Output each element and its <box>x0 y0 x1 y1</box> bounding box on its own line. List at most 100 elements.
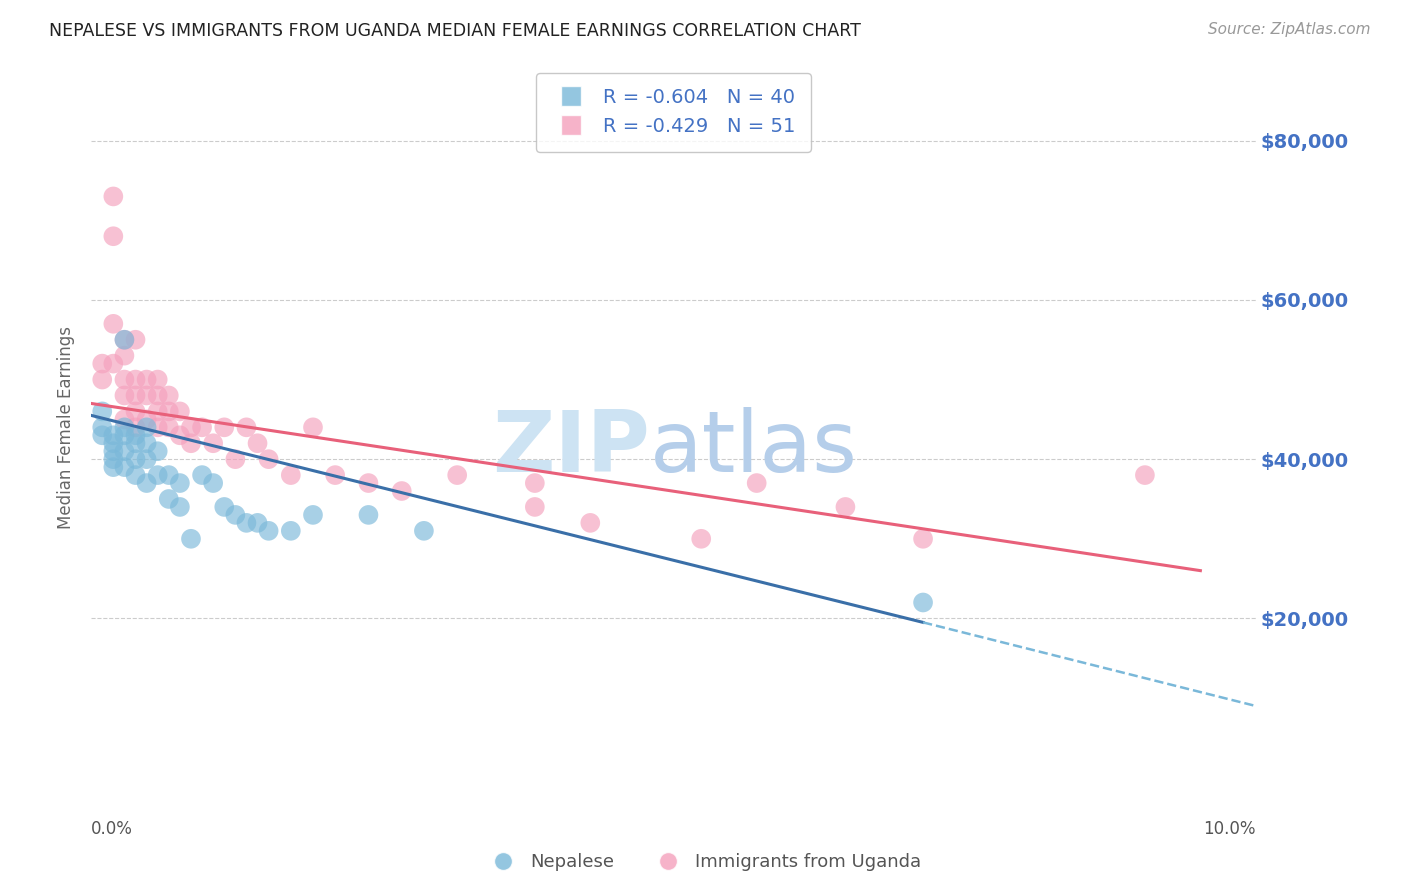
Point <box>745 476 768 491</box>
Point <box>180 532 202 546</box>
Point <box>1133 468 1156 483</box>
Point <box>157 404 180 418</box>
Point <box>146 468 169 483</box>
Point <box>214 500 236 514</box>
Point <box>124 388 146 402</box>
Point <box>579 516 602 530</box>
Point <box>912 532 935 546</box>
Legend: R = -0.604   N = 40, R = -0.429   N = 51: R = -0.604 N = 40, R = -0.429 N = 51 <box>537 73 810 152</box>
Point <box>146 444 169 458</box>
Legend: Nepalese, Immigrants from Uganda: Nepalese, Immigrants from Uganda <box>478 847 928 879</box>
Point <box>169 476 191 491</box>
Point <box>103 317 125 331</box>
Point <box>146 404 169 418</box>
Point <box>157 491 180 506</box>
Point <box>91 373 114 387</box>
Point <box>690 532 713 546</box>
Point <box>257 452 280 467</box>
Text: NEPALESE VS IMMIGRANTS FROM UGANDA MEDIAN FEMALE EARNINGS CORRELATION CHART: NEPALESE VS IMMIGRANTS FROM UGANDA MEDIA… <box>49 22 860 40</box>
Y-axis label: Median Female Earnings: Median Female Earnings <box>58 326 75 529</box>
Point <box>202 476 225 491</box>
Point <box>302 508 325 522</box>
Text: ZIP: ZIP <box>492 407 650 490</box>
Point <box>912 595 935 609</box>
Text: 0.0%: 0.0% <box>91 820 134 838</box>
Point <box>157 388 180 402</box>
Point <box>191 420 214 434</box>
Point <box>112 460 135 475</box>
Point <box>135 476 157 491</box>
Point <box>124 333 146 347</box>
Point <box>103 428 125 442</box>
Point <box>112 412 135 426</box>
Point <box>280 468 302 483</box>
Point <box>246 436 269 450</box>
Point <box>112 444 135 458</box>
Point <box>124 428 146 442</box>
Point <box>135 388 157 402</box>
Point <box>191 468 214 483</box>
Point <box>391 483 413 498</box>
Point <box>169 428 191 442</box>
Point <box>103 357 125 371</box>
Point <box>112 349 135 363</box>
Point <box>91 357 114 371</box>
Point <box>446 468 468 483</box>
Point <box>103 189 125 203</box>
Point <box>302 420 325 434</box>
Point <box>124 452 146 467</box>
Point <box>357 508 380 522</box>
Point <box>523 500 546 514</box>
Point <box>135 452 157 467</box>
Point <box>169 404 191 418</box>
Point <box>124 373 146 387</box>
Point <box>124 436 146 450</box>
Point <box>235 516 257 530</box>
Point <box>180 420 202 434</box>
Point <box>413 524 436 538</box>
Point <box>103 436 125 450</box>
Point <box>124 404 146 418</box>
Point <box>357 476 380 491</box>
Point <box>112 388 135 402</box>
Point <box>834 500 856 514</box>
Point <box>523 476 546 491</box>
Point <box>257 524 280 538</box>
Point <box>135 373 157 387</box>
Point <box>112 333 135 347</box>
Point <box>135 420 157 434</box>
Point <box>135 412 157 426</box>
Point <box>135 436 157 450</box>
Point <box>323 468 346 483</box>
Point <box>180 436 202 450</box>
Point <box>91 420 114 434</box>
Point <box>280 524 302 538</box>
Point <box>112 428 135 442</box>
Point <box>103 229 125 244</box>
Point <box>146 420 169 434</box>
Point <box>112 420 135 434</box>
Point <box>157 420 180 434</box>
Point <box>124 420 146 434</box>
Point <box>214 420 236 434</box>
Point <box>103 444 125 458</box>
Text: 10.0%: 10.0% <box>1204 820 1256 838</box>
Point <box>146 373 169 387</box>
Point <box>202 436 225 450</box>
Point <box>91 404 114 418</box>
Point <box>224 452 246 467</box>
Text: atlas: atlas <box>650 407 858 490</box>
Point <box>112 333 135 347</box>
Text: Source: ZipAtlas.com: Source: ZipAtlas.com <box>1208 22 1371 37</box>
Point <box>169 500 191 514</box>
Point <box>112 373 135 387</box>
Point <box>224 508 246 522</box>
Point <box>124 468 146 483</box>
Point <box>103 460 125 475</box>
Point <box>157 468 180 483</box>
Point <box>235 420 257 434</box>
Point <box>146 388 169 402</box>
Point <box>246 516 269 530</box>
Point <box>103 452 125 467</box>
Point <box>91 428 114 442</box>
